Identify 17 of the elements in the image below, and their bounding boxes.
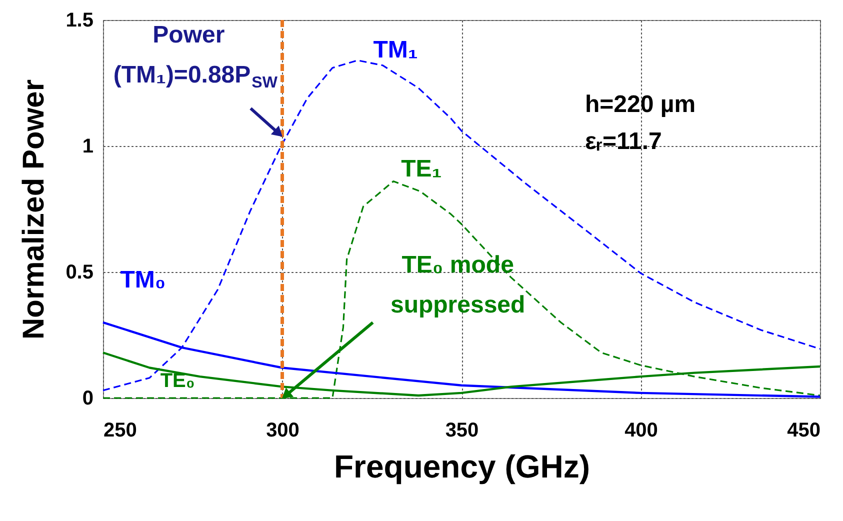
series-label: TE₁ xyxy=(401,155,442,182)
x-tick-label: 450 xyxy=(787,420,820,442)
series-label: TM₀ xyxy=(120,266,166,294)
series-label: TE₀ xyxy=(160,370,195,392)
x-tick-label: 350 xyxy=(445,420,479,442)
y-tick-label: 0 xyxy=(82,388,94,410)
annotation: εᵣ=11.7 xyxy=(585,128,662,155)
y-tick-label: 1 xyxy=(82,136,94,158)
annotation: h=220 µm xyxy=(585,91,696,118)
x-tick-label: 300 xyxy=(266,420,300,442)
y-axis-title: Normalized Power xyxy=(18,79,51,340)
x-tick-label: 400 xyxy=(624,420,658,442)
x-axis-title: Frequency (GHz) xyxy=(334,448,590,484)
y-tick-label: 1.5 xyxy=(66,10,94,32)
x-tick-label: 250 xyxy=(104,420,137,442)
y-tick-label: 0.5 xyxy=(66,262,94,284)
series-label: TM₁ xyxy=(373,36,418,64)
